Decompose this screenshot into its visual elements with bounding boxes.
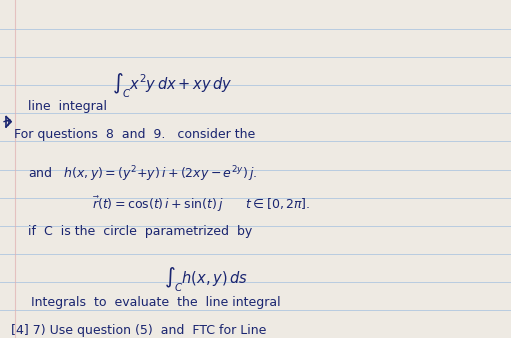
Text: and   $h(x,y) = (y^2{+}y)\,i + (2xy - e^{2y})\,j.$: and $h(x,y) = (y^2{+}y)\,i + (2xy - e^{2…: [28, 164, 258, 184]
Text: Integrals  to  evaluate  the  line integral: Integrals to evaluate the line integral: [31, 296, 281, 309]
Text: $\vec{r}(t) = \cos(t)\,i + \sin(t)\,j$      $t \in [0, 2\pi].$: $\vec{r}(t) = \cos(t)\,i + \sin(t)\,j$ $…: [92, 194, 311, 214]
Text: For questions  8  and  9.   consider the: For questions 8 and 9. consider the: [14, 128, 255, 141]
Text: [4] 7) Use question (5)  and  FTC for Line: [4] 7) Use question (5) and FTC for Line: [11, 324, 267, 337]
Text: line  integral: line integral: [28, 100, 107, 113]
Text: $\int_C x^2y\,dx + xy\,dy$: $\int_C x^2y\,dx + xy\,dy$: [112, 71, 233, 100]
Text: if  C  is the  circle  parametrized  by: if C is the circle parametrized by: [28, 225, 252, 238]
Text: $\int_C h(x,y)\,ds$: $\int_C h(x,y)\,ds$: [164, 265, 248, 294]
